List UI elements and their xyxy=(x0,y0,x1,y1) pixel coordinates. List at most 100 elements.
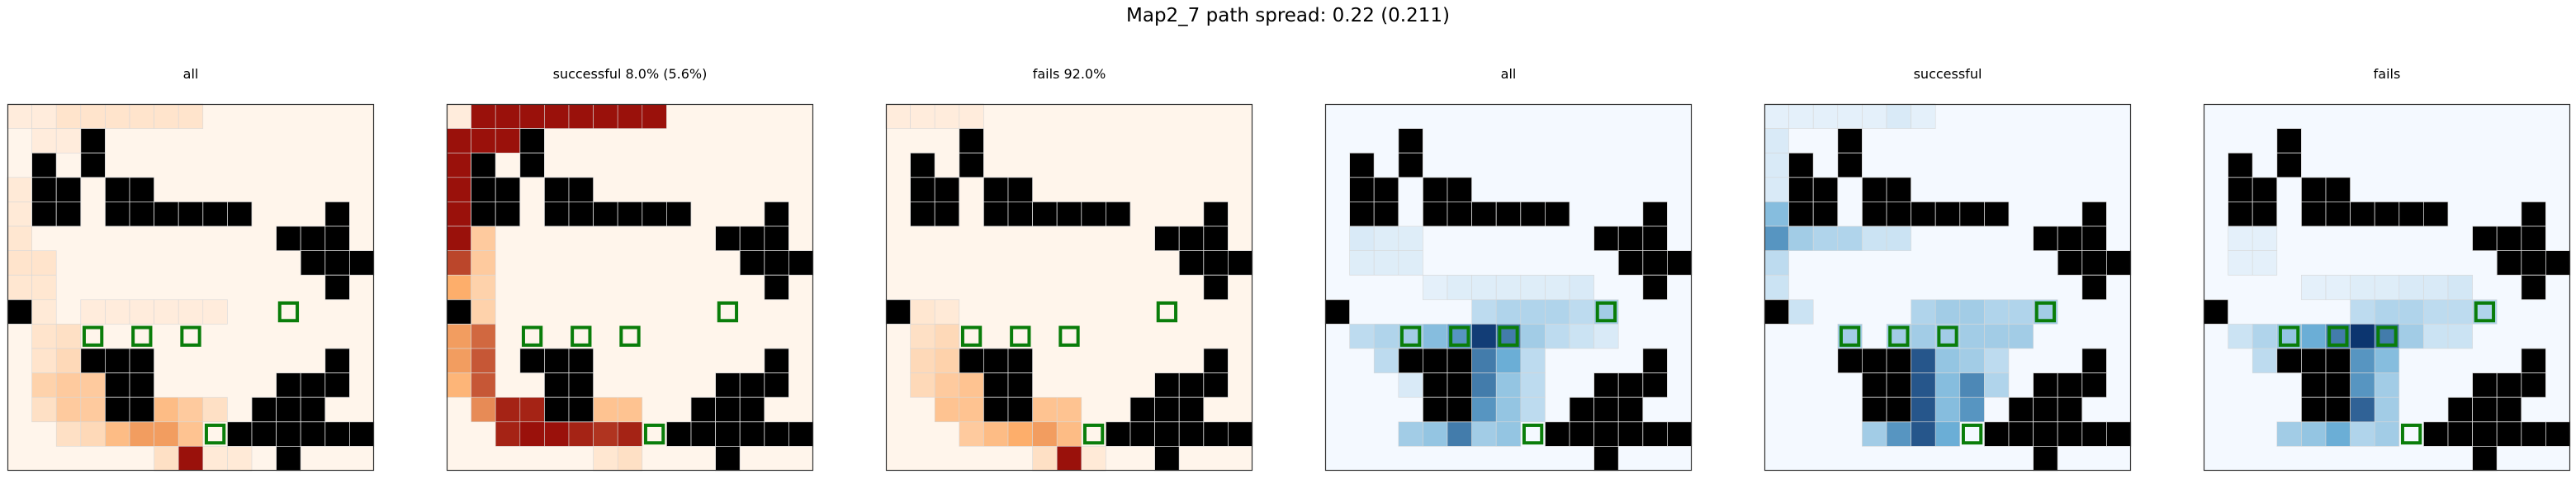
goal-marker xyxy=(1449,325,1470,347)
obstacle-cell xyxy=(105,396,130,423)
obstacle-cell xyxy=(1812,177,1839,202)
heatmap-cell xyxy=(7,225,32,251)
heatmap-cell xyxy=(1984,348,2010,373)
obstacle-cell xyxy=(1812,202,1839,227)
obstacle-cell xyxy=(2252,202,2278,227)
obstacle-cell xyxy=(2008,396,2034,423)
heatmap-cell xyxy=(1764,152,1789,178)
goal-marker xyxy=(1595,301,1617,323)
obstacle-cell xyxy=(788,421,814,447)
heatmap-cell xyxy=(1007,421,1033,447)
obstacle-cell xyxy=(1495,202,1522,227)
heatmap-cell xyxy=(910,348,935,373)
goal-marker xyxy=(1082,423,1105,445)
heatmap-cell xyxy=(1886,421,1911,447)
obstacle-cell xyxy=(2105,421,2132,447)
obstacle-cell xyxy=(2301,348,2327,374)
obstacle-cell xyxy=(690,421,717,447)
heatmap-cell xyxy=(1447,421,1472,447)
heatmap-cell xyxy=(519,103,545,129)
obstacle-cell xyxy=(1056,202,1082,227)
heatmap-cell xyxy=(2350,348,2375,373)
obstacle-cell xyxy=(31,177,57,202)
heatmap-cell xyxy=(7,202,32,227)
goal-marker xyxy=(521,325,543,347)
obstacle-cell xyxy=(300,250,326,276)
heatmap-cell xyxy=(471,396,496,423)
heatmap-cell xyxy=(2325,274,2351,301)
obstacle-cell xyxy=(1081,202,1106,227)
heatmap-cell xyxy=(593,421,618,447)
heatmap-cell xyxy=(2447,299,2473,325)
obstacle-cell xyxy=(2325,396,2351,423)
goal-marker xyxy=(2376,325,2398,347)
heatmap-cell xyxy=(1495,348,1522,373)
obstacle-cell xyxy=(788,250,814,276)
obstacle-cell xyxy=(2081,274,2107,301)
heatmap-cell xyxy=(227,446,253,472)
obstacle-cell xyxy=(2301,372,2327,398)
heatmap-cell xyxy=(617,103,643,129)
heatmap-cell xyxy=(910,372,935,398)
obstacle-cell xyxy=(495,202,521,227)
heatmap-cell xyxy=(2350,396,2375,423)
heatmap-cell xyxy=(1764,177,1789,202)
obstacle-cell xyxy=(55,177,82,202)
heatmap-cell xyxy=(934,103,960,129)
goal-marker xyxy=(1498,325,1519,347)
obstacle-cell xyxy=(129,372,155,398)
obstacle-cell xyxy=(348,421,375,447)
heatmap-cell xyxy=(7,103,32,129)
heatmap-cell xyxy=(154,396,179,423)
obstacle-cell xyxy=(1227,250,1253,276)
heatmap-cell xyxy=(1934,396,1961,423)
obstacle-cell xyxy=(544,202,570,227)
heatmap-cell xyxy=(2374,274,2400,301)
obstacle-cell xyxy=(1423,348,1448,374)
obstacle-cell xyxy=(55,202,82,227)
heatmap-cell xyxy=(1886,103,1911,129)
heatmap-cell xyxy=(2398,324,2424,349)
heatmap-cell xyxy=(55,324,82,349)
goal-marker xyxy=(204,423,226,445)
heatmap-cell xyxy=(2301,274,2327,301)
obstacle-cell xyxy=(1593,421,1619,447)
heatmap-cell xyxy=(934,299,960,325)
heatmap-cell xyxy=(446,202,471,227)
obstacle-cell xyxy=(105,177,130,202)
heatmap-cell xyxy=(1545,274,1570,301)
heatmap-cell xyxy=(1788,299,1814,325)
heatmap-cell xyxy=(2008,324,2034,349)
obstacle-cell xyxy=(2325,202,2351,227)
heatmap-cell xyxy=(2350,372,2375,398)
heatmap-cell xyxy=(1423,324,1448,349)
heatmap-panel-successful-reds xyxy=(446,103,814,472)
obstacle-cell xyxy=(276,421,301,447)
heatmap-cell xyxy=(80,103,106,129)
heatmap-cell xyxy=(1398,372,1423,398)
obstacle-cell xyxy=(1203,421,1229,447)
heatmap-cell xyxy=(471,128,496,154)
obstacle-cell xyxy=(276,445,301,472)
obstacle-cell xyxy=(715,372,741,398)
heatmap-cell xyxy=(80,372,106,398)
obstacle-cell xyxy=(1398,152,1423,178)
panel-title-1: all xyxy=(182,66,199,82)
heatmap-cell xyxy=(1349,324,1375,349)
heatmap-cell xyxy=(2374,421,2400,447)
heatmap-cell xyxy=(1934,299,1961,325)
heatmap-cell xyxy=(1788,103,1814,129)
obstacle-cell xyxy=(1203,225,1229,252)
heatmap-cell xyxy=(1862,421,1887,447)
heatmap-cell xyxy=(7,250,32,276)
heatmap-cell xyxy=(1520,348,1546,373)
obstacle-cell xyxy=(226,202,253,227)
obstacle-cell xyxy=(31,202,57,227)
heatmap-cell xyxy=(1032,396,1058,423)
obstacle-cell xyxy=(568,372,594,398)
obstacle-cell xyxy=(2472,225,2498,252)
obstacle-cell xyxy=(1617,421,1644,447)
obstacle-cell xyxy=(1666,250,1693,276)
obstacle-cell xyxy=(1617,225,1644,252)
heatmap-cell xyxy=(1471,274,1497,301)
